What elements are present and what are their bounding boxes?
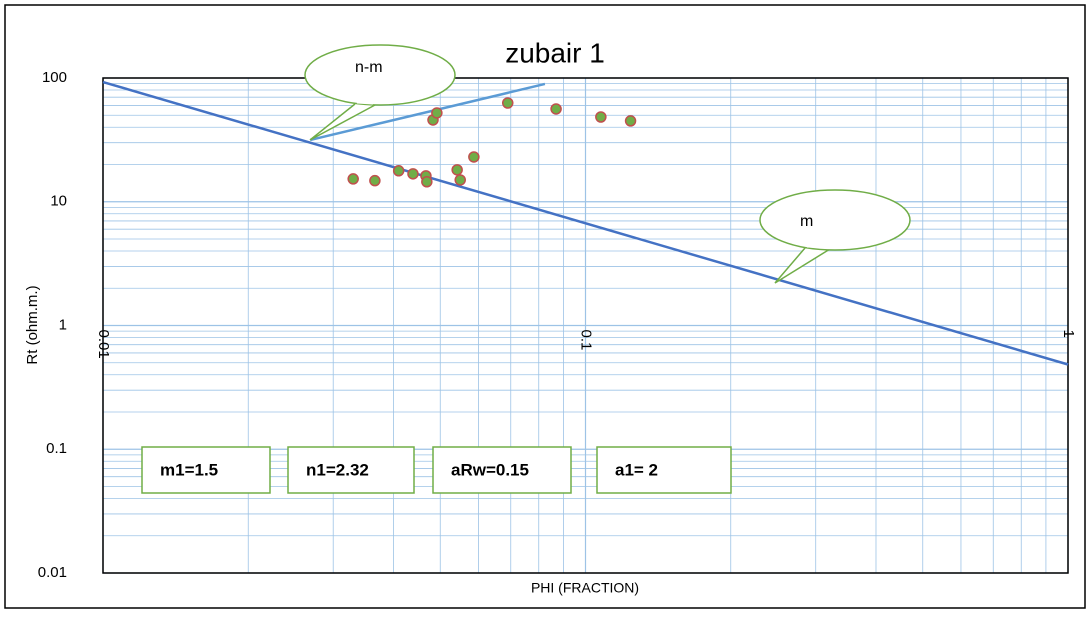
data-point: [595, 111, 607, 123]
data-point: [392, 165, 405, 177]
callout-label: n-m: [355, 59, 383, 76]
y-axis-label: Rt (ohm.m.): [24, 285, 41, 364]
fit-line: [102, 80, 1069, 366]
y-tick-label: 100: [42, 69, 67, 86]
annotation-text: n1=2.32: [306, 460, 369, 479]
data-point: [431, 107, 443, 119]
annotation-text: a1= 2: [615, 460, 658, 479]
callout-bubble: [759, 189, 911, 251]
y-tick-label: 0.1: [46, 440, 67, 457]
callout-bubble: [304, 44, 456, 106]
annotation-text: m1=1.5: [160, 460, 218, 479]
callout-join: [806, 244, 829, 249]
data-point: [454, 174, 466, 186]
callout-join: [356, 100, 374, 105]
data-point: [407, 168, 419, 180]
callout-label: m: [800, 213, 813, 230]
annotation-box: [596, 446, 732, 494]
annotation-box: [432, 446, 572, 494]
callout-bubble: [774, 247, 831, 284]
data-point: [369, 174, 381, 187]
annotation-box: [287, 446, 415, 494]
data-point: [347, 173, 359, 185]
x-axis-label: PHI (FRACTION): [531, 580, 639, 596]
fit-line: [310, 82, 546, 142]
y-tick-label: 0.01: [38, 564, 67, 581]
chart-title: zubair 1: [505, 37, 605, 68]
plot-area: [102, 77, 1069, 574]
annotation-text: aRw=0.15: [451, 460, 529, 479]
data-point: [550, 103, 562, 115]
data-point: [451, 164, 463, 176]
annotation-box: [141, 446, 271, 494]
data-point: [624, 115, 637, 127]
data-point: [501, 97, 514, 109]
y-tick-label: 1: [59, 316, 67, 333]
data-point: [421, 176, 433, 188]
data-point: [468, 151, 480, 163]
y-tick-label: 10: [50, 193, 67, 210]
x-tick-label: 0.1: [578, 330, 595, 351]
callout-bubble: [309, 103, 376, 141]
